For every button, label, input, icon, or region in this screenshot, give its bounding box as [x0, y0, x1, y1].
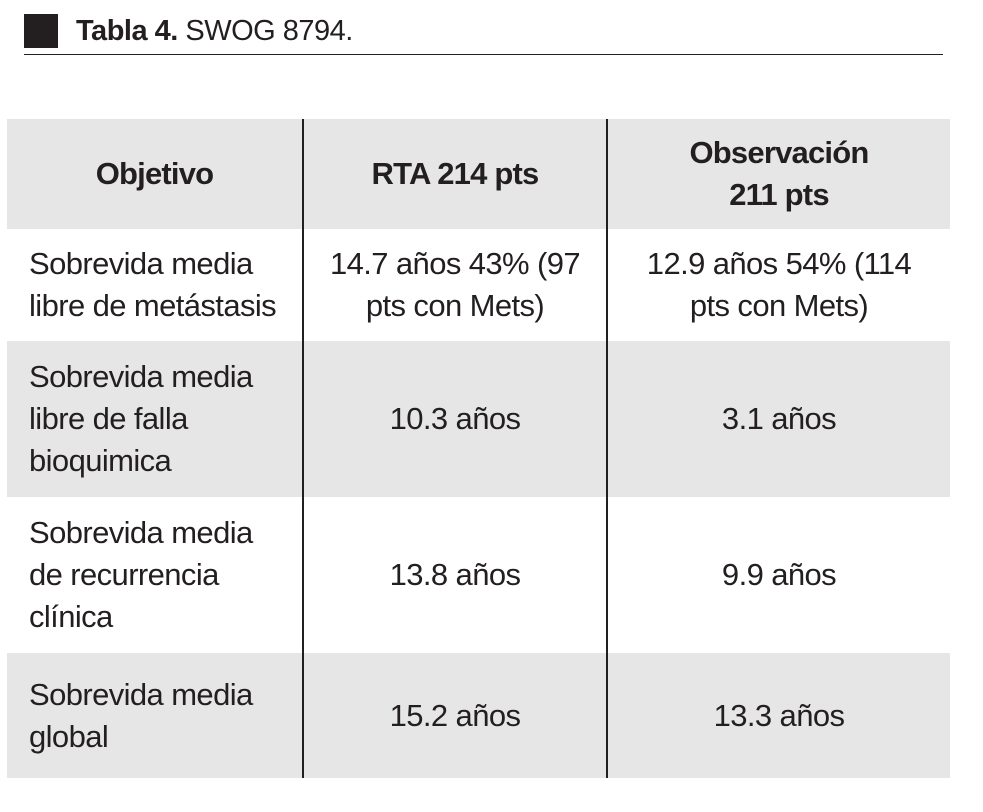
row-objetivo-text: Sobrevida media libre de metástasis — [29, 246, 277, 323]
table-row: Sobrevida media de recurrencia clínica 1… — [7, 497, 950, 653]
row-objetivo-text: Sobrevida media global — [29, 676, 253, 754]
header-objetivo: Objetivo — [95, 156, 214, 191]
row-objetivo: Sobrevida media libre de falla bioquimic… — [7, 341, 303, 497]
row-rta-text: 14.7 años 43% (97 pts con Mets) — [329, 246, 581, 323]
row-observacion: 9.9 años — [606, 497, 950, 653]
table-header-row: Objetivo RTA 214 pts Observación 211 pts — [7, 119, 950, 229]
row-objetivo-text: Sobrevida media libre de falla bioquimic… — [29, 359, 253, 478]
results-table: Objetivo RTA 214 pts Observación 211 pts… — [7, 119, 950, 778]
row-rta: 15.2 años — [302, 653, 607, 778]
row-objetivo: Sobrevida media de recurrencia clínica — [7, 497, 303, 653]
table-row: Sobrevida media libre de falla bioquimic… — [7, 341, 950, 497]
row-observacion: 3.1 años — [606, 341, 950, 497]
row-objetivo-text: Sobrevida media de recurrencia clínica — [29, 515, 253, 634]
caption-label: Tabla 4. — [76, 14, 178, 47]
header-observacion-label: Observación 211 pts — [689, 135, 869, 212]
row-observacion-text: 12.9 años 54% (114 pts con Mets) — [646, 246, 912, 323]
row-observacion: 12.9 años 54% (114 pts con Mets) — [606, 229, 950, 341]
caption-title: SWOG 8794. — [177, 14, 353, 47]
row-objetivo: Sobrevida media libre de metástasis — [7, 229, 303, 341]
table-row: Sobrevida media global 15.2 años 13.3 añ… — [7, 653, 950, 778]
row-rta: 10.3 años — [302, 341, 607, 497]
header-observacion: Observación 211 pts — [606, 119, 950, 229]
row-objetivo: Sobrevida media global — [7, 653, 303, 778]
caption-text: Tabla 4. SWOG 8794. — [76, 15, 353, 48]
table-row: Sobrevida media libre de metástasis 14.7… — [7, 229, 950, 341]
row-rta: 13.8 años — [302, 497, 607, 653]
row-observacion: 13.3 años — [606, 653, 950, 778]
row-rta: 14.7 años 43% (97 pts con Mets) — [302, 229, 607, 341]
caption-marker-icon — [24, 14, 58, 48]
table-caption: Tabla 4. SWOG 8794. — [24, 12, 943, 55]
header-rta: RTA 214 pts — [302, 119, 607, 229]
